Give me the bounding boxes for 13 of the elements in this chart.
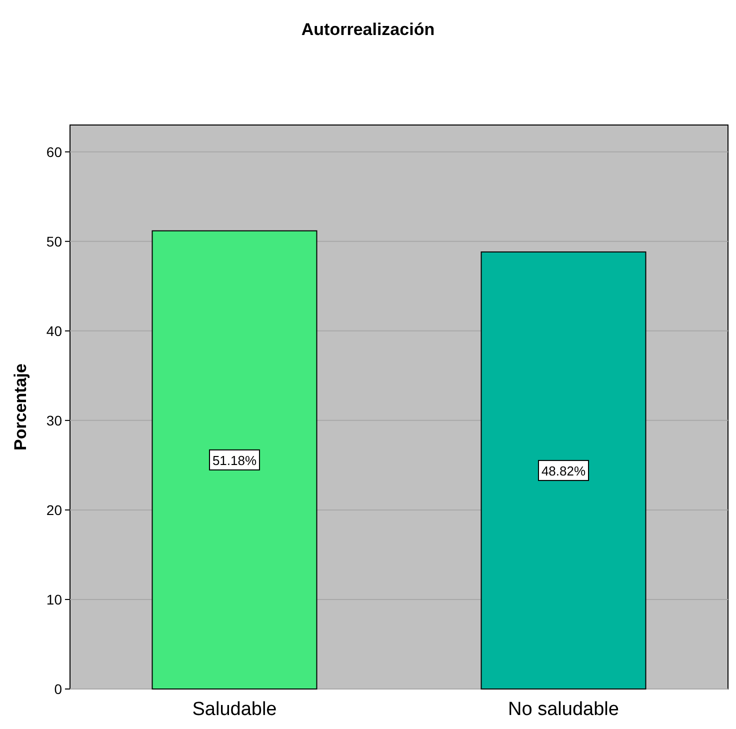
data-label: 48.82% bbox=[541, 463, 586, 478]
y-tick-label: 0 bbox=[54, 681, 62, 697]
y-tick-label: 20 bbox=[46, 502, 62, 518]
y-tick-label: 30 bbox=[46, 412, 62, 428]
x-tick-label: Saludable bbox=[192, 699, 277, 720]
y-tick-label: 50 bbox=[46, 233, 62, 250]
y-tick-label: 10 bbox=[46, 591, 62, 608]
data-label: 51.18% bbox=[212, 452, 257, 468]
y-tick-label: 60 bbox=[46, 144, 62, 160]
x-tick-label: No saludable bbox=[508, 699, 619, 720]
y-axis-title: Porcentaje bbox=[11, 364, 30, 450]
y-tick-label: 40 bbox=[46, 322, 62, 339]
chart-title: Autorrealización bbox=[301, 20, 435, 39]
